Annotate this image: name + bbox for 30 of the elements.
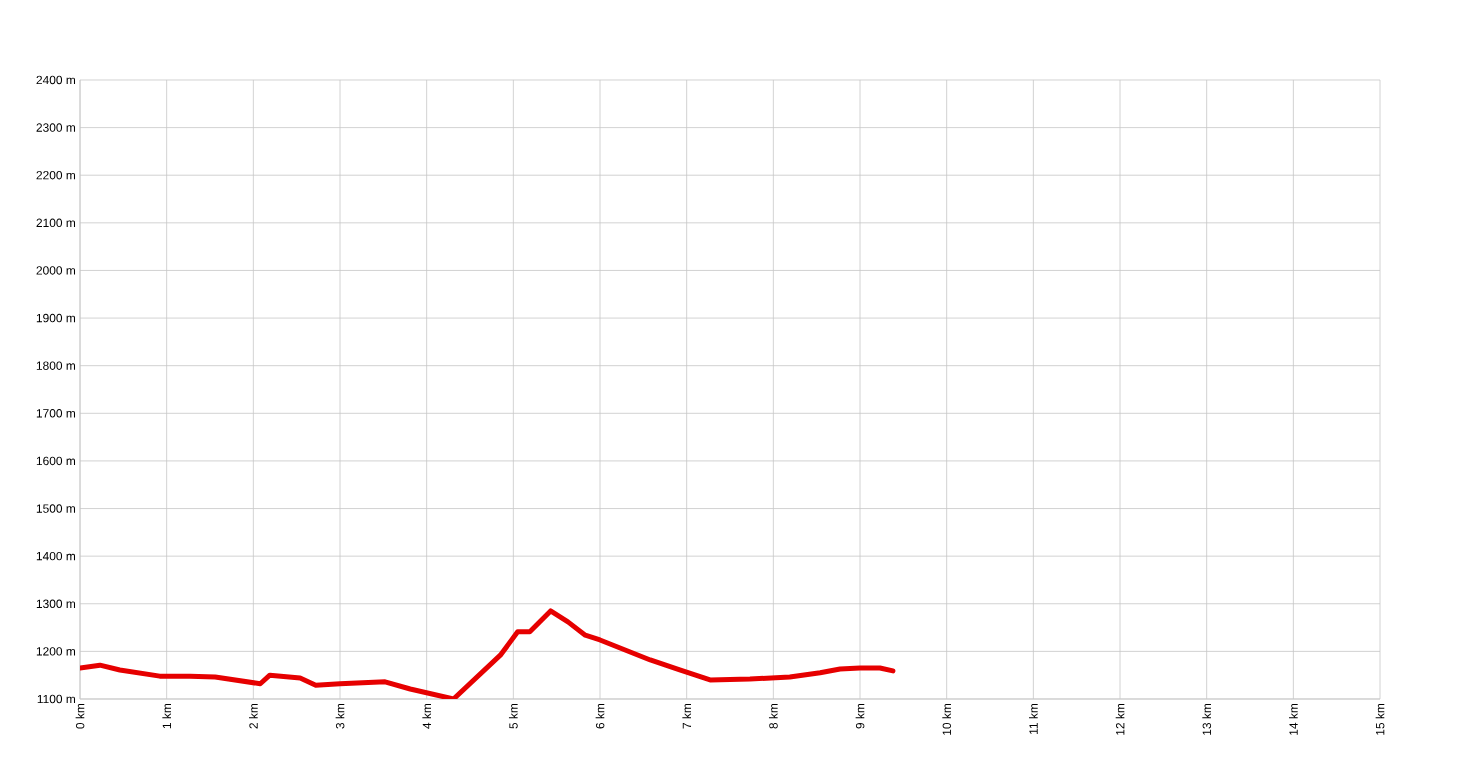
x-tick-label: 6 km xyxy=(595,703,605,729)
x-tick-label: 8 km xyxy=(768,703,778,729)
y-tick-label: 1900 m xyxy=(36,313,76,323)
x-tick-label: 10 km xyxy=(942,703,952,735)
x-tick-label: 12 km xyxy=(1115,703,1125,735)
y-tick-label: 1700 m xyxy=(36,409,76,418)
x-tick-label: 1 km xyxy=(162,703,171,729)
y-tick-label: 1400 m xyxy=(36,551,76,561)
x-tick-label: 0 km xyxy=(75,703,85,729)
x-tick-label: 14 km xyxy=(1289,703,1298,735)
y-tick-label: 1300 m xyxy=(36,599,76,608)
y-tick-label: 2200 m xyxy=(36,170,76,180)
y-tick-label: 1500 m xyxy=(36,504,76,513)
x-tick-label: 9 km xyxy=(855,703,865,729)
y-tick-label: 2400 m xyxy=(36,75,76,85)
y-tick-label: 2100 m xyxy=(36,218,76,228)
x-tick-label: 4 km xyxy=(422,703,431,729)
x-tick-label: 3 km xyxy=(335,703,345,729)
y-tick-label: 2000 m xyxy=(36,266,76,275)
x-tick-label: 7 km xyxy=(682,703,692,729)
x-tick-label: 2 km xyxy=(249,703,258,729)
y-tick-label: 1200 m xyxy=(36,647,76,656)
x-tick-label: 11 km xyxy=(1029,703,1038,734)
x-tick-label: 5 km xyxy=(508,703,518,729)
y-tick-label: 1100 m xyxy=(37,694,76,704)
x-tick-label: 15 km xyxy=(1375,703,1385,735)
y-tick-label: 1600 m xyxy=(36,456,76,466)
x-tick-label: 13 km xyxy=(1202,703,1212,735)
y-tick-label: 2300 m xyxy=(36,123,76,132)
y-tick-label: 1800 m xyxy=(36,361,76,370)
